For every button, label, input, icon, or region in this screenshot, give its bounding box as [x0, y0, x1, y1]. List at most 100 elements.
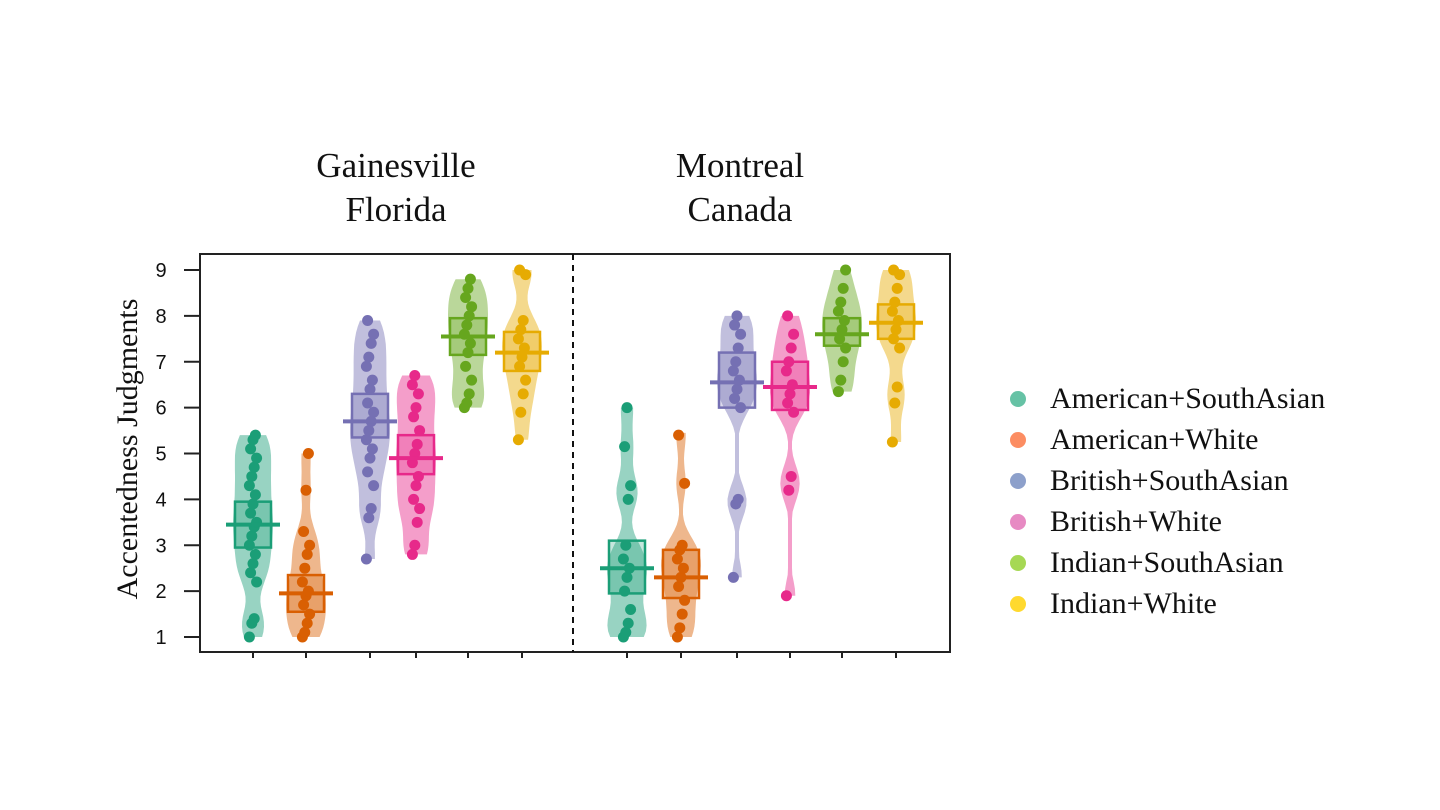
data-point: [362, 314, 374, 326]
legend-item: Indian+White: [1010, 583, 1325, 624]
data-point: [412, 388, 424, 400]
data-point: [296, 576, 308, 588]
data-point: [301, 617, 313, 629]
data-point: [301, 548, 313, 560]
data-point: [512, 333, 524, 345]
data-point: [731, 310, 743, 322]
data-point: [412, 470, 424, 482]
data-point: [735, 328, 747, 340]
axes: 1 2 3 4 5 6 7 8 9: [155, 253, 951, 658]
panel-title-line: Florida: [345, 190, 447, 229]
data-point: [302, 448, 314, 459]
violins: [226, 264, 923, 643]
data-point: [414, 425, 426, 437]
data-point: [366, 374, 378, 386]
legend-label: British+White: [1050, 504, 1222, 538]
data-point: [362, 397, 374, 409]
data-point: [243, 539, 255, 551]
violin-american-white-gainesville: [279, 448, 333, 643]
data-point: [788, 328, 800, 340]
data-point: [243, 631, 255, 643]
data-point: [247, 498, 259, 510]
panel-title-line: Montreal: [675, 146, 805, 185]
legend-item: British+SouthAsian: [1010, 460, 1325, 501]
data-point: [245, 507, 257, 519]
legend-item: American+SouthAsian: [1010, 378, 1325, 419]
data-point: [460, 360, 472, 372]
data-point: [409, 539, 421, 551]
violin-british-southasian-montreal: [710, 310, 764, 583]
violin-shape: [661, 432, 701, 637]
data-point: [784, 388, 796, 400]
data-point: [406, 379, 418, 391]
data-point: [671, 553, 683, 565]
data-point: [512, 434, 524, 446]
data-point: [514, 360, 526, 372]
data-point: [730, 356, 742, 368]
legend-label: Indian+SouthAsian: [1050, 545, 1284, 579]
data-point: [411, 438, 423, 450]
data-point: [300, 484, 312, 496]
data-point: [673, 581, 685, 593]
data-point: [783, 484, 795, 496]
data-point: [463, 388, 475, 400]
legend: American+SouthAsian American+White Briti…: [1010, 378, 1325, 624]
data-point: [365, 337, 377, 349]
data-point: [840, 264, 852, 276]
data-point: [299, 626, 311, 638]
data-point: [886, 305, 898, 317]
data-point: [620, 626, 632, 638]
data-point: [364, 452, 376, 464]
legend-dot-icon: [1010, 472, 1026, 489]
data-point: [408, 493, 420, 505]
data-point: [360, 434, 372, 446]
data-point: [406, 548, 418, 560]
legend-label: Indian+White: [1050, 586, 1217, 620]
data-point: [835, 374, 847, 386]
data-point: [622, 617, 634, 629]
data-point: [886, 436, 898, 448]
legend-dot-icon: [1010, 390, 1026, 407]
data-point: [411, 516, 423, 528]
legend-label: British+SouthAsian: [1050, 463, 1289, 497]
data-point: [673, 429, 685, 441]
data-point: [366, 443, 378, 455]
violin-shape: [607, 407, 647, 637]
y-tick-label: 6: [155, 398, 166, 420]
data-point: [515, 406, 527, 418]
y-tick-label: 2: [155, 581, 166, 603]
data-point: [838, 314, 850, 326]
data-point: [891, 282, 903, 294]
data-point: [251, 452, 263, 464]
panel-title-line: Gainesville: [316, 146, 476, 185]
violin-indian-white-gainesville: [495, 264, 549, 446]
data-point: [837, 356, 849, 368]
data-point: [732, 342, 744, 354]
violin-american-white-montreal: [654, 429, 708, 643]
data-point: [461, 319, 473, 331]
data-point: [617, 553, 629, 565]
data-point: [625, 603, 637, 615]
data-point: [464, 273, 476, 285]
data-point: [731, 383, 743, 395]
data-point: [362, 466, 374, 478]
data-point: [832, 386, 844, 398]
legend-dot-icon: [1010, 431, 1026, 448]
data-point: [888, 264, 900, 276]
legend-item: American+White: [1010, 419, 1325, 460]
data-point: [837, 282, 849, 294]
data-point: [677, 562, 689, 574]
violin-british-white-montreal: [763, 310, 817, 602]
data-point: [410, 402, 422, 414]
panel-title-line: Canada: [687, 190, 793, 229]
data-point: [889, 397, 901, 409]
data-point: [785, 470, 797, 482]
data-point: [782, 397, 794, 409]
data-point: [249, 548, 261, 560]
legend-label: American+White: [1050, 422, 1259, 456]
data-point: [890, 324, 902, 336]
data-point: [520, 374, 532, 386]
data-point: [466, 301, 478, 313]
panel-title-gainesville: Gainesville Florida: [296, 144, 496, 232]
data-point: [245, 567, 257, 579]
